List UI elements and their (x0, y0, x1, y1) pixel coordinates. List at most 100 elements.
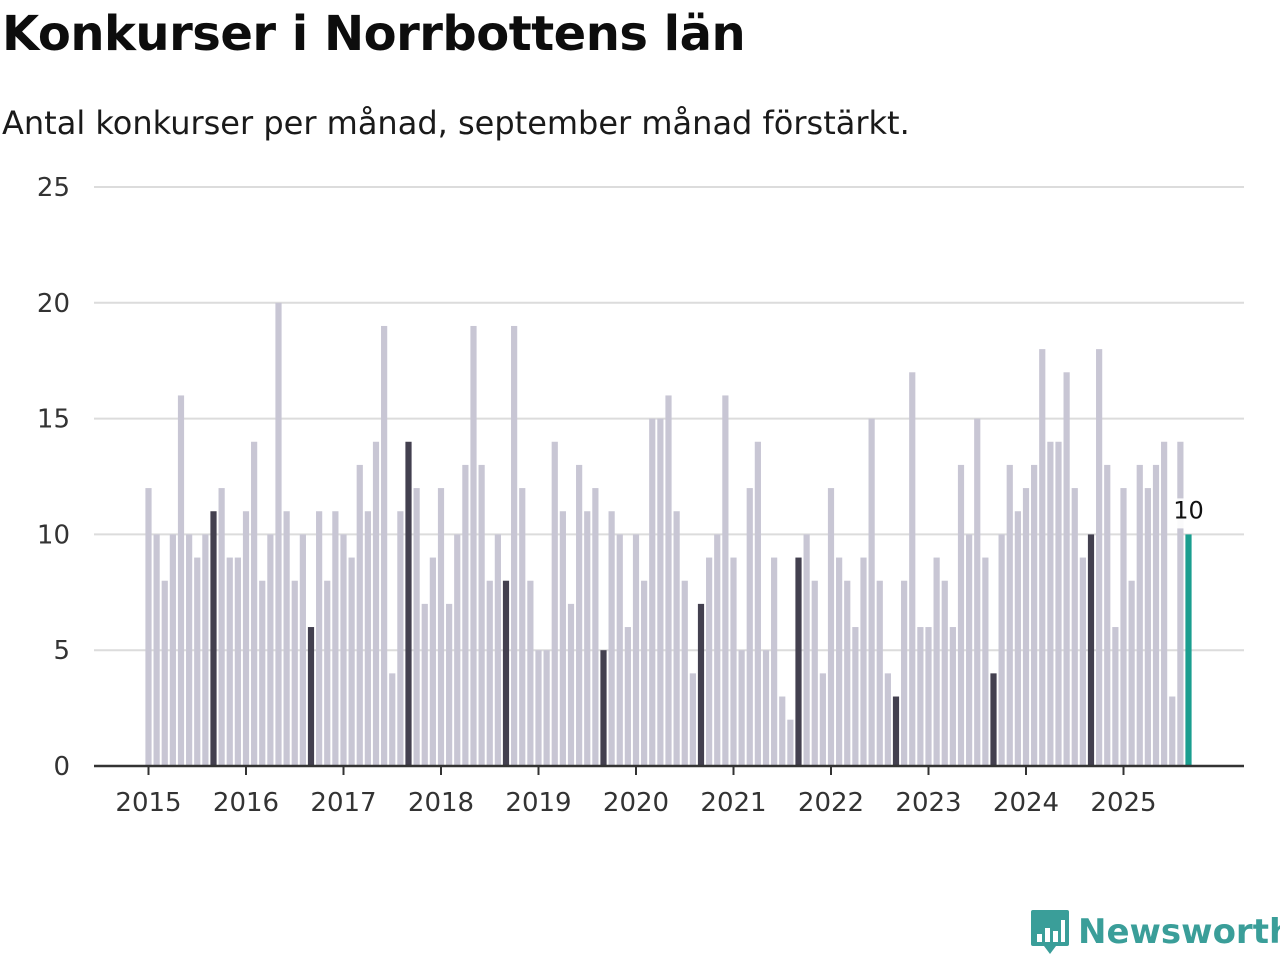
brand-logo: Newsworthy (1030, 908, 1280, 956)
bar-2020-02 (641, 580, 648, 766)
x-tick-label: 2024 (993, 788, 1059, 818)
bar-2025-07 (1169, 696, 1176, 766)
bar-2022-06 (868, 418, 875, 766)
bar-2017-07 (389, 673, 396, 766)
bar-2019-09 (600, 650, 607, 766)
bar-2025-01 (1120, 488, 1127, 766)
x-tick-label: 2021 (700, 788, 766, 818)
bar-2025-03 (1136, 464, 1143, 766)
bar-2016-05 (275, 302, 282, 766)
brand-name: Newsworthy (1078, 912, 1280, 952)
bar-2025-08 (1177, 441, 1184, 766)
bar-2024-08 (1079, 557, 1086, 766)
bar-2018-11 (519, 488, 526, 766)
bar-2022-07 (876, 580, 883, 766)
bar-2021-11 (811, 580, 818, 766)
bar-2023-04 (949, 627, 956, 766)
bar-2015-09 (210, 511, 217, 766)
bar-2016-02 (251, 441, 258, 766)
bar-2016-07 (291, 580, 298, 766)
bar-2024-07 (1071, 488, 1078, 766)
bar-2019-11 (616, 534, 623, 766)
bar-2022-01 (827, 488, 835, 766)
bar-2025-06 (1161, 441, 1168, 766)
bar-2021-01 (730, 557, 737, 766)
bar-2015-02 (153, 534, 160, 766)
bar-2020-03 (649, 418, 656, 766)
bar-2015-03 (161, 580, 168, 766)
x-tick-label: 2018 (408, 788, 474, 818)
bar-2022-02 (836, 557, 843, 766)
bar-2024-04 (1047, 441, 1054, 766)
bar-2020-04 (657, 418, 664, 766)
bar-2015-12 (234, 557, 241, 766)
y-tick-label: 20 (37, 289, 70, 319)
bar-2018-09 (502, 580, 510, 766)
bar-2024-11 (1104, 464, 1111, 766)
bar-2023-05 (957, 464, 965, 766)
bar-2016-12 (332, 511, 339, 766)
bar-2021-10 (803, 534, 810, 766)
bar-2019-05 (567, 603, 575, 766)
bar-2018-05 (470, 325, 477, 766)
bar-2021-03 (746, 488, 753, 766)
bar-2025-02 (1128, 580, 1135, 766)
x-tick-label: 2025 (1090, 788, 1156, 818)
bar-2018-12 (527, 580, 534, 766)
bar-2018-02 (446, 603, 453, 766)
bar-2021-02 (738, 650, 745, 766)
bar-2018-04 (462, 464, 469, 766)
bar-2017-04 (364, 511, 371, 766)
bar-2023-09 (990, 673, 997, 766)
bar-2022-03 (844, 580, 851, 766)
x-tick-label: 2020 (603, 788, 669, 818)
bar-2017-02 (348, 557, 355, 766)
y-tick-label: 5 (53, 636, 70, 666)
x-tick-label: 2023 (895, 788, 961, 818)
bar-2023-03 (941, 580, 948, 766)
bar-2021-04 (754, 441, 761, 766)
data-label-background (1168, 498, 1209, 529)
bar-2020-08 (689, 673, 696, 766)
bar-2023-11 (1006, 464, 1013, 766)
x-tick-label: 2017 (310, 788, 376, 818)
bar-2022-12 (917, 627, 924, 766)
bar-2018-10 (511, 325, 518, 766)
bar-2023-01 (925, 627, 932, 766)
bar-2019-01 (535, 650, 542, 766)
bar-2016-11 (324, 580, 331, 766)
bar-2024-10 (1096, 349, 1103, 766)
bar-2020-11 (714, 534, 721, 766)
bar-2019-02 (543, 650, 550, 766)
bar-2016-04 (267, 534, 274, 766)
bar-2024-01 (1022, 488, 1030, 766)
data-label-last: 10 (1173, 496, 1204, 524)
bar-2018-06 (478, 464, 485, 766)
bar-2020-09 (697, 603, 705, 766)
y-tick-label: 0 (53, 752, 70, 782)
bar-2020-10 (706, 557, 713, 766)
x-tick-label: 2016 (213, 788, 279, 818)
bar-2015-11 (226, 557, 233, 766)
bar-2017-09 (405, 441, 412, 766)
chart-subtitle: Antal konkurser per månad, september mån… (2, 104, 910, 142)
bar-2021-05 (762, 650, 770, 766)
bar-2023-08 (982, 557, 989, 766)
bar-2025-05 (1152, 464, 1160, 766)
bar-2019-10 (608, 511, 615, 766)
bar-2023-02 (933, 557, 940, 766)
x-tick-label: 2022 (798, 788, 864, 818)
bar-2015-08 (202, 534, 209, 766)
bar-2016-08 (299, 534, 306, 766)
bar-2017-10 (413, 488, 420, 766)
bar-2022-04 (852, 627, 859, 766)
bar-2016-10 (316, 511, 323, 766)
bar-2017-01 (340, 534, 347, 766)
bar-2023-07 (974, 418, 981, 766)
bar-2017-06 (381, 325, 388, 766)
bar-2021-08 (787, 719, 794, 766)
bar-2021-07 (779, 696, 786, 766)
bar-2024-09 (1087, 534, 1095, 766)
bar-2023-06 (966, 534, 973, 766)
